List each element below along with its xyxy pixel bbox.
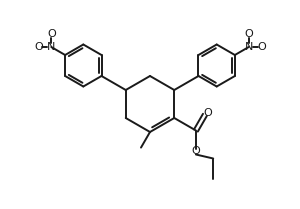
Text: O: O xyxy=(203,108,212,118)
Text: O: O xyxy=(257,42,266,52)
Text: O: O xyxy=(34,42,43,52)
Text: N: N xyxy=(47,42,56,52)
Text: N: N xyxy=(244,42,253,52)
Text: O: O xyxy=(244,29,253,39)
Text: O: O xyxy=(191,147,200,157)
Text: O: O xyxy=(47,29,56,39)
